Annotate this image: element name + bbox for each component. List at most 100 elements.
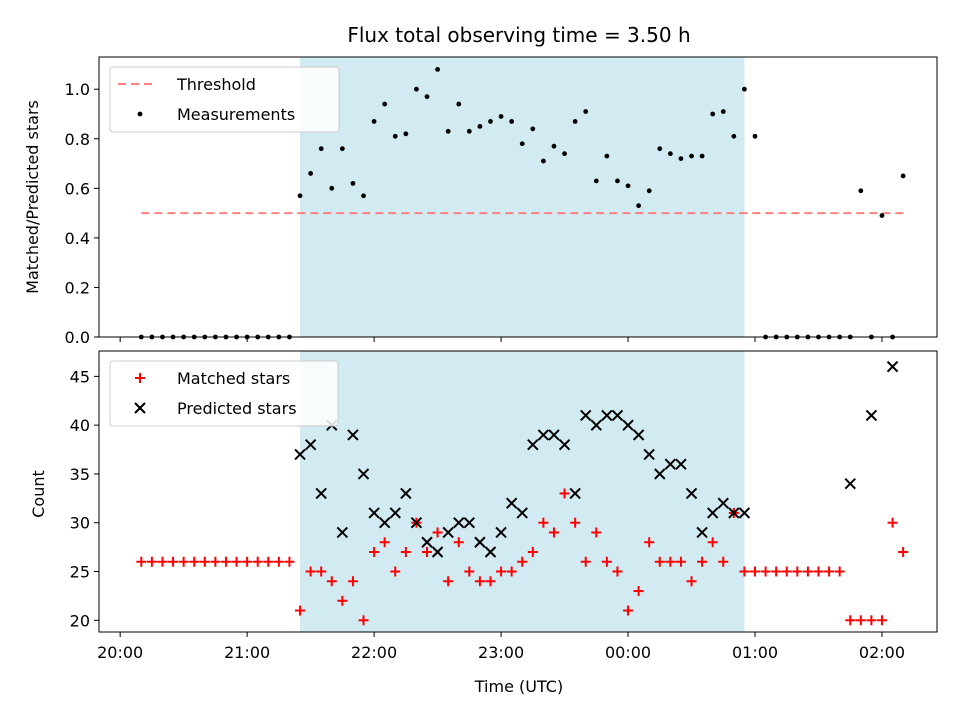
data-point	[527, 546, 538, 557]
x-tick-label: 00:00	[605, 643, 651, 662]
data-point	[350, 180, 356, 186]
data-point	[781, 566, 792, 577]
data-point	[558, 438, 571, 451]
data-point	[644, 537, 655, 548]
data-point	[657, 146, 663, 152]
data-point	[625, 183, 631, 189]
y-axis-label-ratio: Matched/Predicted stars	[23, 100, 42, 294]
data-point	[559, 488, 570, 499]
data-point	[453, 517, 465, 529]
legend-label: Predicted stars	[177, 399, 297, 418]
data-point	[845, 615, 856, 626]
data-point	[199, 556, 210, 567]
data-point-b	[400, 487, 412, 500]
data-point	[583, 109, 589, 114]
x-tick-label: 01:00	[732, 643, 778, 662]
data-point	[720, 109, 726, 114]
x-tick-label: 02:00	[859, 643, 905, 662]
data-point	[297, 193, 303, 199]
data-point	[369, 546, 380, 557]
data-point	[358, 615, 369, 626]
data-point	[336, 526, 349, 539]
data-point-b	[304, 438, 317, 451]
data-point	[738, 507, 751, 519]
y-tick-label: 1.0	[65, 80, 90, 99]
data-point	[527, 438, 539, 451]
data-point	[339, 146, 345, 152]
data-point	[710, 111, 716, 117]
data-point-b	[548, 429, 560, 441]
data-point	[601, 409, 613, 422]
data-point-b	[357, 468, 370, 480]
data-point	[506, 566, 517, 577]
y-tick-label: 0.6	[65, 179, 90, 198]
data-point-b	[558, 438, 571, 451]
data-point	[728, 507, 740, 519]
data-point	[326, 576, 337, 587]
data-point	[707, 537, 718, 548]
data-point	[900, 173, 906, 179]
data-point	[633, 586, 644, 597]
legend-swatch	[134, 402, 146, 414]
data-point	[295, 605, 306, 616]
data-point	[421, 536, 433, 548]
data-point	[569, 487, 581, 500]
data-point-b	[389, 507, 401, 519]
data-point	[551, 143, 557, 149]
data-point-b	[495, 526, 507, 539]
data-point	[453, 537, 464, 548]
data-point	[739, 566, 750, 577]
data-point	[178, 556, 189, 567]
data-point	[593, 178, 599, 184]
chart-title: Flux total observing time = 3.50 h	[347, 23, 690, 47]
data-point	[689, 153, 694, 159]
data-point-b	[569, 487, 581, 500]
data-point	[464, 566, 475, 577]
data-point-b	[706, 507, 719, 519]
data-point-b	[844, 477, 856, 490]
data-point	[495, 526, 507, 539]
data-point	[792, 566, 803, 577]
data-point	[866, 615, 877, 626]
data-point	[855, 615, 866, 626]
data-point	[844, 477, 856, 490]
data-point	[646, 188, 652, 194]
data-point	[611, 409, 624, 422]
data-point	[742, 86, 747, 92]
data-point-b	[453, 517, 465, 529]
data-point	[263, 556, 274, 567]
data-point	[678, 156, 684, 161]
y-tick-label: 30	[70, 514, 90, 533]
data-point	[548, 429, 560, 441]
data-point	[858, 188, 864, 194]
series-matched-stars	[136, 488, 909, 626]
data-point	[168, 556, 179, 567]
data-point	[242, 556, 253, 567]
data-point	[273, 556, 284, 567]
data-point	[424, 94, 430, 100]
data-point	[414, 86, 419, 92]
data-point-b	[431, 546, 444, 558]
y-tick-label: 25	[70, 563, 90, 582]
data-point	[136, 556, 147, 567]
panel-counts: 20 25 30 35 40 45 20:00 21:00 22:00 23:00 00:00 01:…	[70, 350, 938, 662]
data-point	[431, 546, 444, 558]
data-point-b	[685, 487, 698, 500]
data-point	[315, 487, 327, 500]
data-point	[442, 526, 454, 539]
data-point	[498, 114, 504, 119]
data-point-b	[865, 409, 878, 422]
data-point	[304, 438, 317, 451]
data-point	[887, 517, 898, 528]
data-point	[146, 556, 157, 567]
data-point	[886, 360, 899, 373]
data-point-b	[336, 526, 349, 539]
data-point	[590, 419, 603, 431]
data-point	[802, 566, 813, 577]
data-point	[771, 566, 782, 577]
data-point	[477, 123, 483, 129]
data-point-b	[580, 409, 592, 422]
x-tick-label: 21:00	[224, 643, 270, 662]
data-point	[368, 507, 380, 519]
shaded-span	[300, 57, 745, 337]
